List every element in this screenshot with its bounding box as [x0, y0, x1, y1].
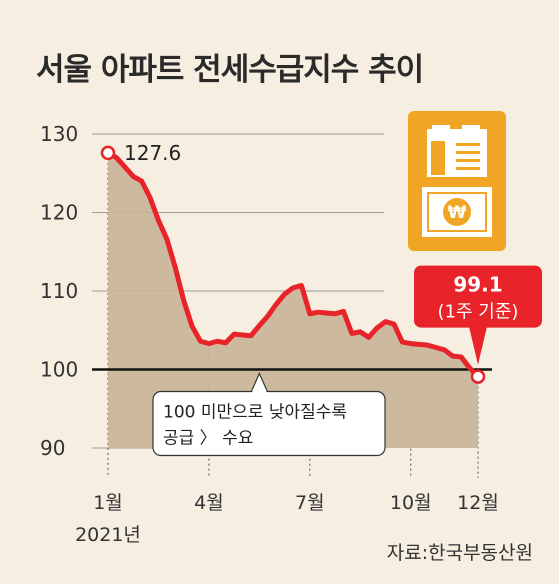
value-badge-note: (1주 기준): [438, 302, 519, 323]
x-tick-label: 12월: [457, 492, 499, 514]
x-tick-label: 7월: [295, 492, 325, 514]
callout-pointer: [250, 372, 268, 392]
value-badge-box: [414, 265, 542, 328]
value-badge-pointer: [469, 326, 487, 365]
svg-text:₩: ₩: [448, 203, 467, 223]
area-fill: [108, 152, 478, 449]
data-point-marker: [100, 145, 116, 161]
value-badge-value: 99.1: [453, 273, 502, 297]
callout-text: 공급 〉 수요: [163, 429, 253, 449]
chart-title: 서울 아파트 전세수급지수 추이: [36, 52, 424, 88]
label-layer: 90 100 110 120 130 1월 4월 7월 10월 12월 2021년 127.6 99.1…: [40, 122, 542, 546]
source-note: 자료:한국부동산원: [386, 542, 533, 564]
apartment-money-icon: ₩: [408, 111, 506, 251]
year-label: 2021년: [75, 524, 141, 546]
y-tick-label: 120: [40, 201, 78, 225]
value-badge: 99.1 (1주 기준): [414, 265, 542, 365]
data-point-marker: [470, 369, 486, 384]
x-tick-label: 10월: [390, 492, 432, 514]
data-label: 127.6: [124, 141, 181, 165]
marks-layer: [92, 145, 492, 384]
x-tick-label: 1월: [93, 492, 123, 514]
y-tick-label: 90: [40, 436, 65, 460]
callout-box: [152, 390, 386, 457]
callout-text: 100 미만으로 낮아질수록: [163, 403, 347, 423]
area-layer: [108, 152, 478, 449]
series-line: [105, 150, 481, 380]
callout-joint: [252, 389, 267, 394]
y-tick-label: 130: [40, 122, 78, 146]
y-tick-label: 100: [40, 358, 78, 382]
y-tick-label: 110: [40, 279, 78, 303]
x-tick-label: 4월: [194, 492, 224, 514]
